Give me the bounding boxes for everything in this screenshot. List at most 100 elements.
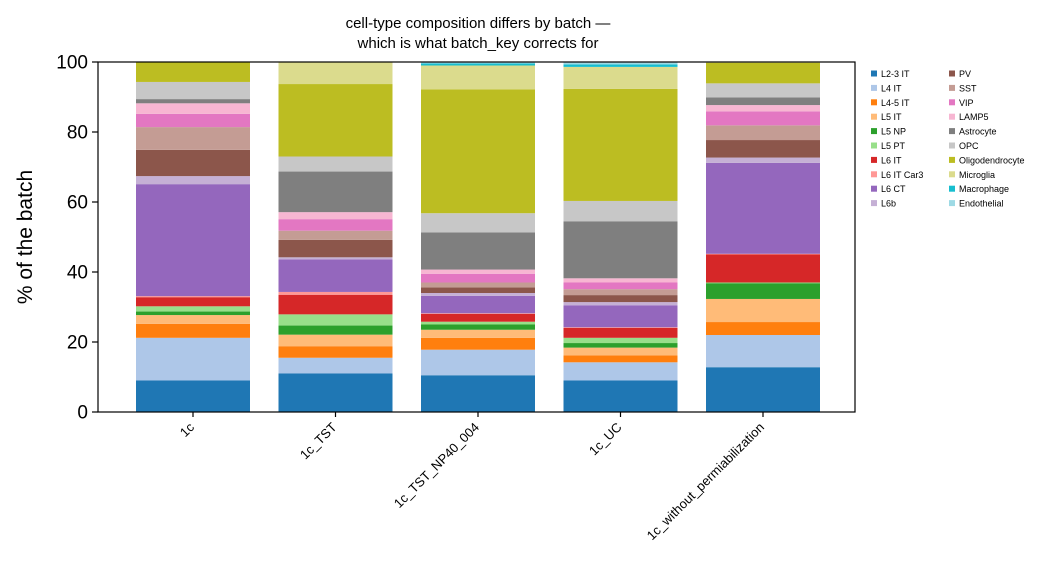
bar-segment-lamp5-0 bbox=[136, 103, 250, 114]
bar-segment-l6-it-4 bbox=[706, 254, 820, 283]
bar-segment-oligodendrocyte-3 bbox=[563, 88, 678, 201]
bar-segment-l2-3-it-3 bbox=[563, 380, 678, 412]
bar-segment-l4-5-it-2 bbox=[421, 337, 535, 350]
bar-segment-endothelial-3 bbox=[563, 62, 678, 65]
bar-segment-pv-1 bbox=[278, 239, 393, 258]
x-tick-label: 1c bbox=[177, 419, 198, 440]
legend-swatch bbox=[871, 142, 877, 149]
bar-segment-pv-4 bbox=[706, 140, 820, 158]
bar-segment-opc-0 bbox=[136, 81, 250, 100]
y-tick-label: 100 bbox=[56, 53, 88, 74]
legend-swatch bbox=[949, 113, 955, 120]
bar-segment-l5-np-4 bbox=[706, 283, 820, 299]
bar-segment-l4-it-0 bbox=[136, 337, 250, 381]
legend-swatch bbox=[871, 113, 877, 120]
x-tick-label: 1c_TST_NP40_004 bbox=[391, 420, 482, 511]
legend-label: L5 PT bbox=[881, 141, 906, 151]
legend-label: SST bbox=[959, 83, 977, 93]
bar-segment-l6b-0 bbox=[136, 176, 250, 185]
bar-segment-l5-pt-3 bbox=[563, 337, 678, 344]
bar-segment-l6-ct-3 bbox=[563, 305, 678, 328]
bar-segment-opc-2 bbox=[421, 213, 535, 233]
bar-segment-l6-it-car3-3 bbox=[563, 327, 678, 328]
bar-segment-vip-2 bbox=[421, 273, 535, 283]
legend-label: L4 IT bbox=[881, 83, 902, 93]
x-tick-label: 1c_TST bbox=[297, 419, 340, 462]
legend-label: L4-5 IT bbox=[881, 98, 910, 108]
legend-label: L6 IT Car3 bbox=[881, 170, 923, 180]
bar-segment-l4-it-1 bbox=[278, 357, 393, 374]
legend-swatch bbox=[949, 99, 955, 106]
x-axis: 1c 1c_TST 1c_TST_NP40_004 1c_UC 1c_without_p… bbox=[177, 412, 767, 543]
legend-label: Endothelial bbox=[959, 199, 1004, 209]
legend-label: Astrocyte bbox=[959, 127, 997, 137]
legend-swatch bbox=[871, 70, 877, 77]
legend-swatch bbox=[871, 171, 877, 178]
bar-segment-l4-it-4 bbox=[706, 335, 820, 368]
y-tick-label: 0 bbox=[77, 403, 88, 424]
bar-segment-l5-it-4 bbox=[706, 298, 820, 323]
bar-segment-l5-it-3 bbox=[563, 347, 678, 356]
bar-segment-l5-np-1 bbox=[278, 325, 393, 335]
bar-segment-astrocyte-2 bbox=[421, 232, 535, 270]
bar-segment-macrophage-2 bbox=[421, 63, 535, 66]
legend-swatch bbox=[871, 185, 877, 192]
legend-label: Oligodendrocyte bbox=[959, 155, 1025, 165]
bar-segment-oligodendrocyte-4 bbox=[706, 62, 820, 84]
bar-segment-lamp5-3 bbox=[563, 278, 678, 283]
bar-segment-l6-it-car3-1 bbox=[278, 291, 393, 295]
bar-segment-l6b-2 bbox=[421, 293, 535, 296]
bar-segment-l6-it-3 bbox=[563, 328, 678, 338]
bar-segment-microglia-1 bbox=[278, 62, 393, 85]
bar-segment-l6-it-0 bbox=[136, 297, 250, 307]
bar-segment-l4-5-it-3 bbox=[563, 355, 678, 363]
bar-segment-sst-3 bbox=[563, 289, 678, 296]
bar-segment-oligodendrocyte-1 bbox=[278, 84, 393, 157]
bar-segment-lamp5-4 bbox=[706, 105, 820, 112]
bar-segment-l6-ct-0 bbox=[136, 184, 250, 297]
bar-segment-l6-ct-2 bbox=[421, 295, 535, 314]
bar-segment-l5-np-2 bbox=[421, 324, 535, 330]
bar-segment-l4-it-3 bbox=[563, 362, 678, 381]
bar-segment-l6b-4 bbox=[706, 157, 820, 163]
bar-segment-pv-0 bbox=[136, 149, 250, 177]
bar-segment-astrocyte-0 bbox=[136, 99, 250, 104]
bar-segment-l5-np-3 bbox=[563, 343, 678, 348]
bar-segment-sst-1 bbox=[278, 230, 393, 240]
legend-label: Microglia bbox=[959, 170, 995, 180]
legend-label: L6b bbox=[881, 199, 896, 209]
y-tick-label: 80 bbox=[67, 123, 88, 144]
legend-label: L6 CT bbox=[881, 184, 906, 194]
bar-segment-l6-it-car3-2 bbox=[421, 313, 535, 314]
bar-segment-endothelial-2 bbox=[421, 62, 535, 64]
legend-swatch bbox=[949, 84, 955, 91]
bar-segment-vip-0 bbox=[136, 113, 250, 128]
bar-segment-microglia-3 bbox=[563, 66, 678, 89]
y-axis-label: % of the batch bbox=[14, 170, 37, 304]
bar-segment-sst-4 bbox=[706, 125, 820, 141]
legend-swatch bbox=[949, 128, 955, 135]
bar-segment-sst-2 bbox=[421, 282, 535, 288]
x-tick-label: 1c_UC bbox=[586, 420, 625, 459]
bar-segment-l2-3-it-0 bbox=[136, 380, 250, 412]
bar-segment-oligodendrocyte-0 bbox=[136, 62, 250, 82]
legend-label: VIP bbox=[959, 98, 974, 108]
legend-swatch bbox=[949, 142, 955, 149]
y-axis: 0 20 40 60 80 100 bbox=[56, 53, 98, 424]
bar-segment-l5-it-1 bbox=[278, 334, 393, 347]
legend-label: PV bbox=[959, 69, 971, 79]
bar-segment-astrocyte-3 bbox=[563, 221, 678, 279]
bar-segment-oligodendrocyte-2 bbox=[421, 89, 535, 214]
bar-segment-sst-0 bbox=[136, 127, 250, 150]
legend-label: Macrophage bbox=[959, 184, 1009, 194]
bar-segment-microglia-2 bbox=[421, 65, 535, 90]
bar-segment-lamp5-1 bbox=[278, 212, 393, 220]
plot-frame bbox=[97, 61, 856, 413]
legend-swatch bbox=[949, 70, 955, 77]
bar-segment-l5-pt-1 bbox=[278, 314, 393, 326]
legend-label: L5 IT bbox=[881, 112, 902, 122]
bar-segment-l4-it-2 bbox=[421, 349, 535, 376]
bar-segment-l6-ct-4 bbox=[706, 162, 820, 254]
bar-segment-l2-3-it-1 bbox=[278, 373, 393, 412]
